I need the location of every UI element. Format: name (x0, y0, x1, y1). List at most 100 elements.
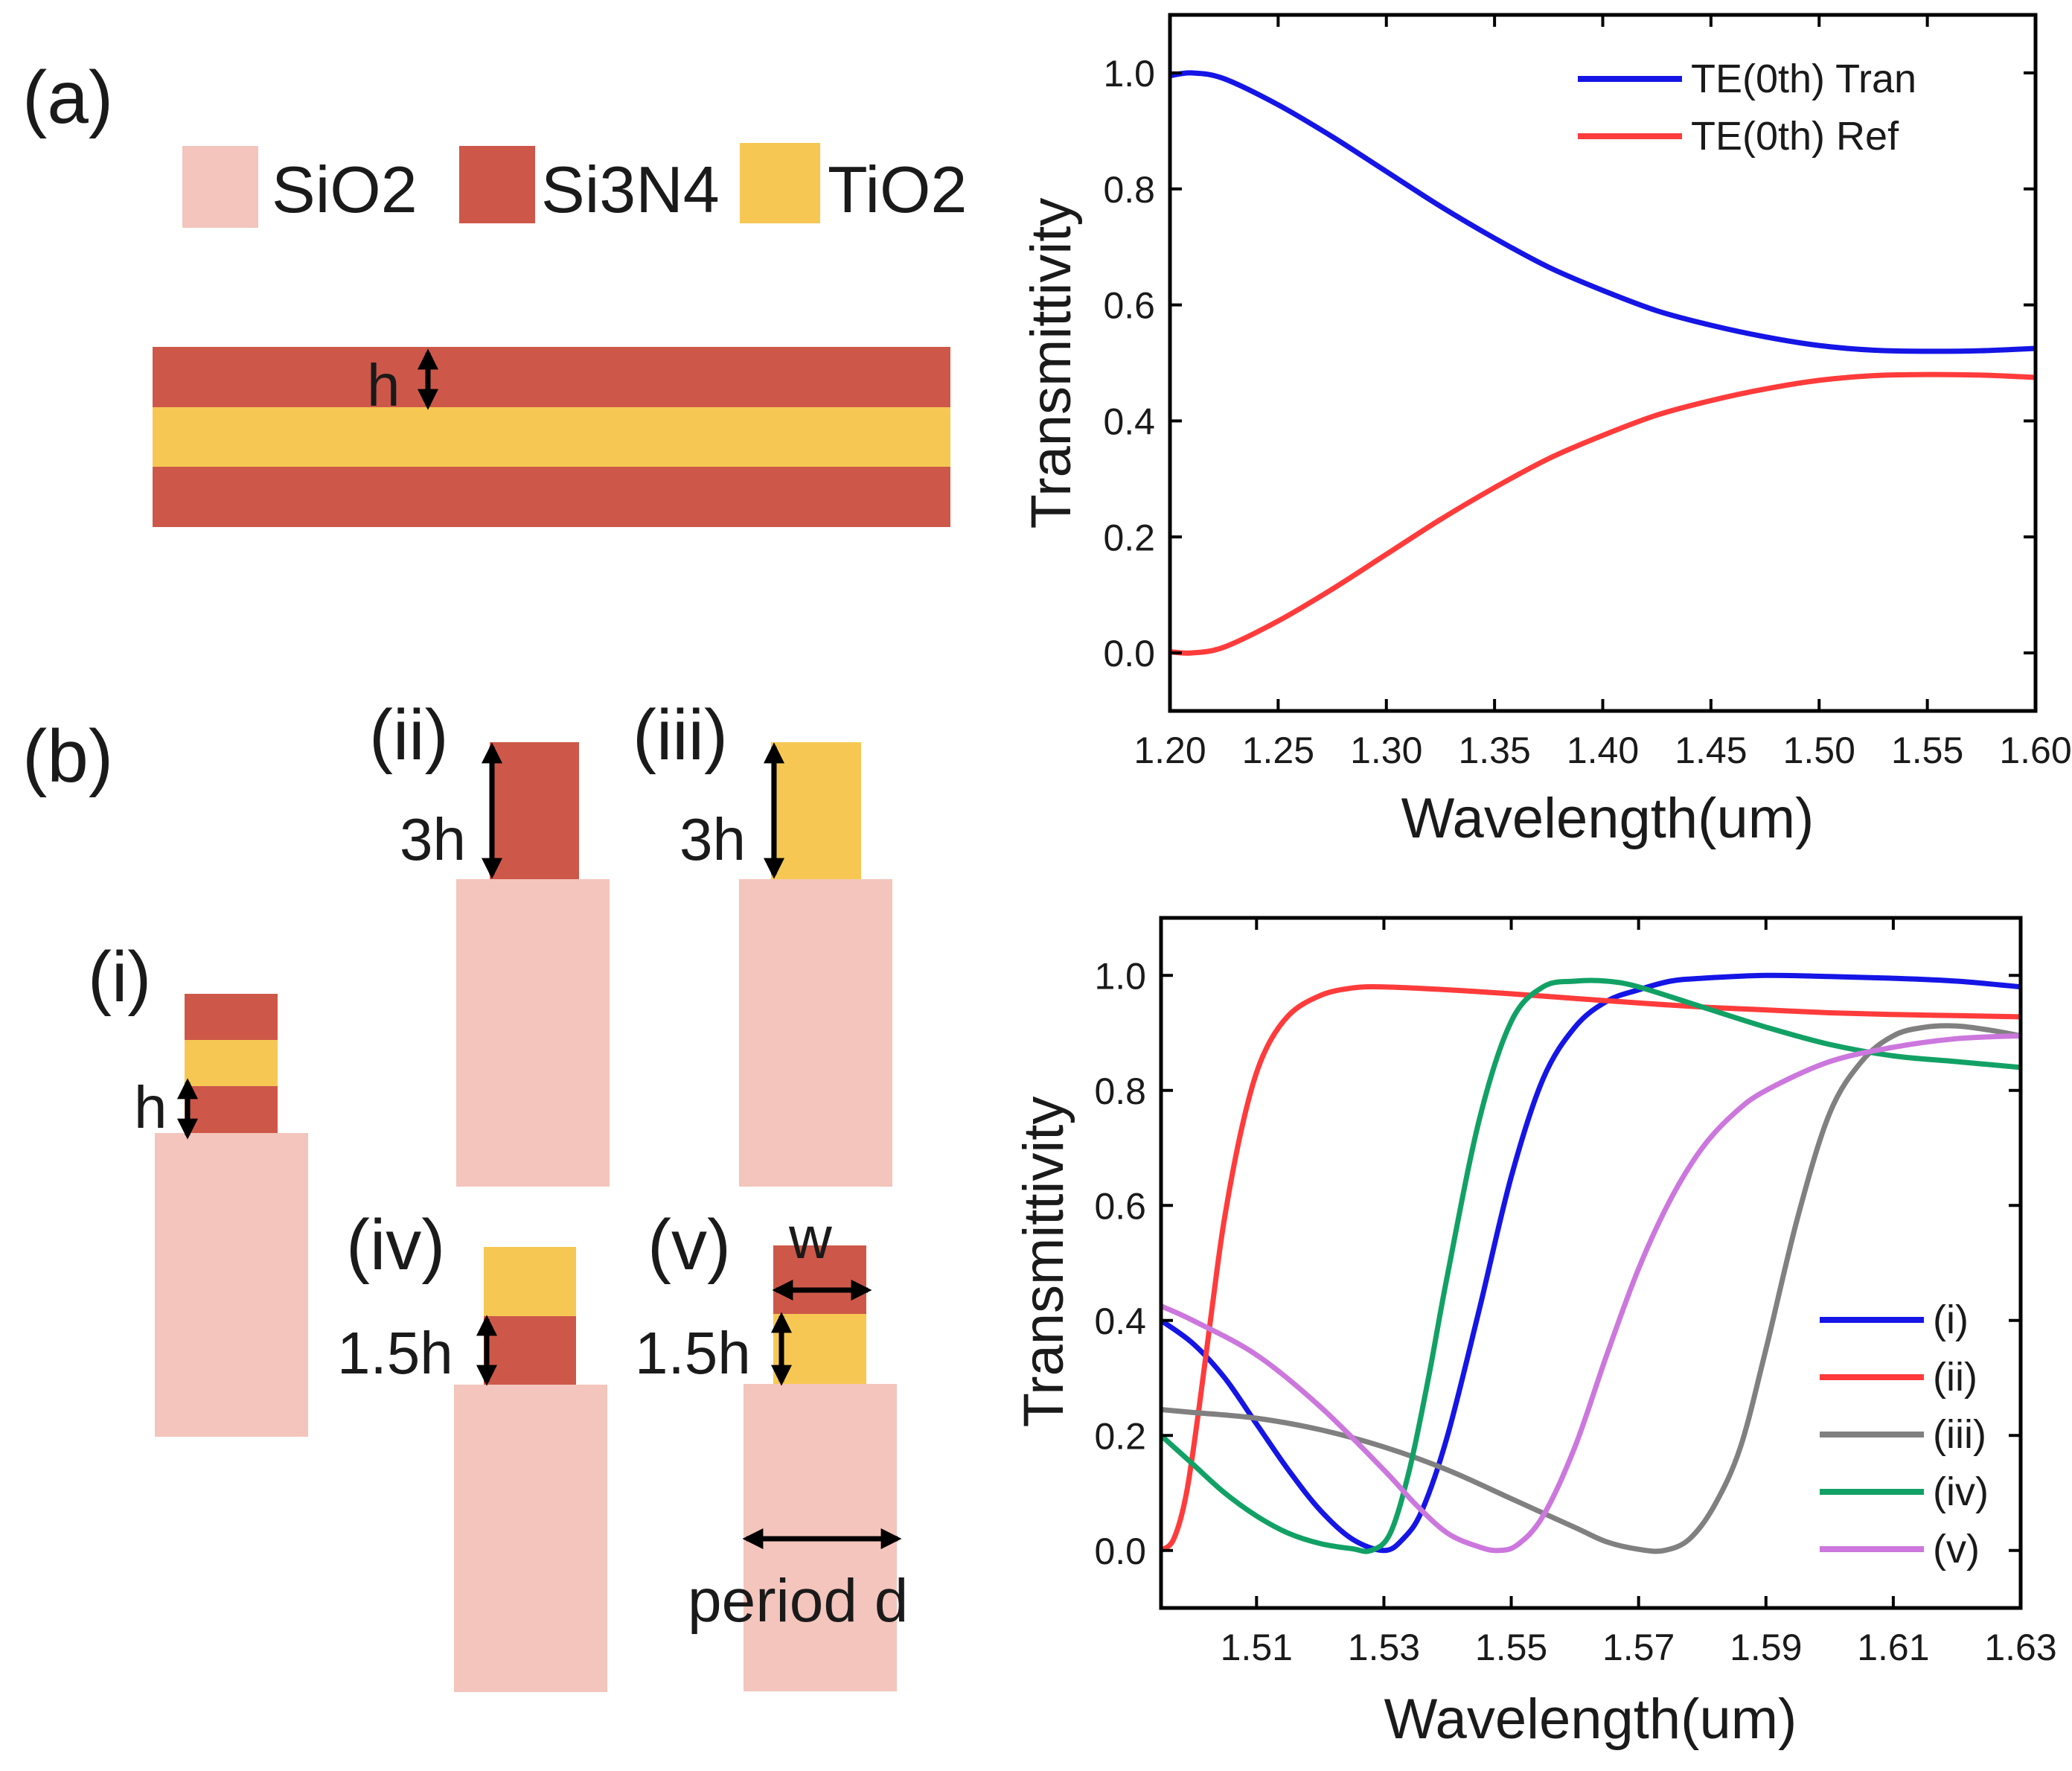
structure-v-w-label: w (788, 1204, 832, 1271)
structure-v-label: (v) (648, 1205, 731, 1285)
c2-xtick-label: 1.51 (1221, 1627, 1293, 1668)
h-label: h (367, 352, 400, 418)
c2-ytick-label: 0.4 (1094, 1301, 1146, 1342)
panel-b: (b) (i) h (ii) 3h (iii) 3h (22, 695, 908, 1692)
structure-v-height-label: 1.5h (635, 1320, 751, 1386)
c2-xtick-label: 1.57 (1602, 1627, 1675, 1668)
structure-ii-label: (ii) (369, 695, 449, 775)
c2-series-line-1 (1161, 983, 2021, 1554)
chart-bottom-series (1161, 972, 2021, 1554)
c1-ytick-label: 1.0 (1103, 53, 1155, 95)
c1-xtick-label: 1.35 (1458, 730, 1530, 771)
chart-bottom-frame (1159, 916, 2023, 1610)
structure-i: (i) h (88, 937, 308, 1437)
structure-iv: (iv) 1.5h (337, 1205, 607, 1692)
chart-top-axes: 1.20 1.25 1.30 1.35 1.40 1.45 1.50 1.55 1.60 0.0 0… (1103, 15, 2072, 771)
c1-series-line-1 (1170, 371, 2036, 656)
c2-legend-label-4: (v) (1933, 1527, 1980, 1571)
c2-series-line-3 (1161, 977, 2021, 1554)
chart-top-xlabel: Wavelength(um) (1401, 787, 1814, 850)
c1-xtick-label: 1.45 (1675, 730, 1747, 771)
c2-legend-label-1: (ii) (1933, 1355, 1977, 1400)
structure-iv-label: (iv) (346, 1205, 445, 1285)
structure-iv-substrate (454, 1385, 607, 1692)
structure-v-period-label: period d (688, 1567, 908, 1635)
c1-xtick-label: 1.50 (1783, 730, 1855, 771)
structure-i-tio2 (185, 1040, 278, 1086)
structure-iii-substrate (739, 879, 892, 1187)
structure-i-si3n4-bottom (185, 1086, 278, 1133)
c1-legend-label-1: TE(0th) Ref (1691, 114, 1899, 159)
c2-series-line-0 (1161, 972, 2021, 1554)
structure-ii-substrate (456, 879, 610, 1187)
c1-ytick-label: 0.2 (1103, 517, 1155, 558)
structure-iv-si3n4 (484, 1316, 576, 1385)
chart-bottom-axes: 1.51 1.53 1.55 1.57 1.59 1.61 1.63 0.0 0.2 0.4 0.6… (1094, 918, 2057, 1668)
structure-v-tio2 (773, 1314, 866, 1384)
c1-xtick-label: 1.40 (1567, 730, 1639, 771)
c2-xtick-label: 1.59 (1730, 1627, 1802, 1668)
chart-top: 1.20 1.25 1.30 1.35 1.40 1.45 1.50 1.55 1.60 0.0 0… (1020, 13, 2072, 850)
c2-xtick-label: 1.61 (1857, 1627, 1929, 1668)
legend-label-si3n4: Si3N4 (541, 153, 720, 226)
c2-xtick-label: 1.63 (1984, 1627, 2056, 1668)
c2-ytick-label: 0.8 (1094, 1070, 1146, 1112)
stack-layer-tio2 (153, 407, 950, 467)
c2-ytick-label: 0.0 (1094, 1531, 1146, 1572)
legend-label-tio2: TiO2 (828, 153, 967, 226)
structure-iv-tio2 (484, 1247, 576, 1316)
c1-ytick-label: 0.4 (1103, 401, 1155, 442)
stack-layer-si3n4-top (153, 347, 950, 407)
panel-a-label: (a) (22, 56, 113, 139)
chart-bottom-xlabel: Wavelength(um) (1384, 1688, 1797, 1751)
c1-xtick-label: 1.20 (1133, 730, 1206, 771)
c2-ytick-label: 0.6 (1094, 1185, 1146, 1227)
c2-legend-label-3: (iv) (1933, 1470, 1989, 1514)
c2-legend-label-0: (i) (1933, 1298, 1969, 1342)
structure-i-h-label: h (134, 1074, 167, 1140)
c1-xtick-label: 1.30 (1350, 730, 1422, 771)
c2-xtick-label: 1.55 (1475, 1627, 1547, 1668)
c1-ytick-label: 0.8 (1103, 169, 1155, 211)
panel-a: (a) SiO2 Si3N4 TiO2 h (22, 56, 967, 527)
c1-xtick-label: 1.55 (1891, 730, 1963, 771)
chart-bottom-ylabel: Transmittivity (1012, 1097, 1075, 1428)
structure-ii: (ii) 3h (369, 695, 610, 1187)
structure-i-substrate (155, 1133, 308, 1437)
chart-bottom: 1.51 1.53 1.55 1.57 1.59 1.61 1.63 0.0 0.2 0.4 0.6… (1012, 916, 2057, 1751)
c2-series-line-4 (1161, 1033, 2021, 1554)
c2-xtick-label: 1.53 (1348, 1627, 1420, 1668)
chart-top-legend: TE(0th) Tran TE(0th) Ref (1578, 57, 1916, 159)
legend-label-sio2: SiO2 (272, 153, 418, 226)
c1-ytick-label: 0.0 (1103, 633, 1155, 674)
c1-xtick-label: 1.25 (1242, 730, 1314, 771)
chart-top-ylabel: Transmittivity (1020, 198, 1083, 529)
chart-bottom-legend: (i) (ii) (iii) (iv) (v) (1820, 1298, 1989, 1571)
structure-v: (v) w 1.5h period d (635, 1204, 908, 1691)
c1-xtick-label: 1.60 (1999, 730, 2071, 771)
c1-legend-label-0: TE(0th) Tran (1691, 57, 1916, 101)
c1-ytick-label: 0.6 (1103, 285, 1155, 327)
c2-ytick-label: 1.0 (1094, 955, 1146, 997)
structure-iii: (iii) 3h (633, 695, 892, 1187)
c2-ytick-label: 0.2 (1094, 1415, 1146, 1457)
material-legend: SiO2 Si3N4 TiO2 (182, 143, 967, 228)
structure-ii-si3n4 (490, 742, 579, 879)
c2-series-line-2 (1161, 1023, 2021, 1554)
c1-series-line-0 (1170, 70, 2036, 354)
stack-layer-si3n4-bottom (153, 467, 950, 527)
panel-b-label: (b) (22, 715, 113, 798)
structure-iv-height-label: 1.5h (337, 1320, 453, 1386)
structure-i-label: (i) (88, 937, 151, 1017)
structure-i-si3n4-top (185, 994, 278, 1040)
c2-legend-label-2: (iii) (1933, 1412, 1986, 1457)
legend-swatch-si3n4 (459, 146, 535, 223)
structure-iii-tio2 (771, 742, 861, 879)
structure-ii-height-label: 3h (400, 806, 466, 872)
multilayer-stack: h (153, 347, 950, 527)
structure-iii-label: (iii) (633, 695, 728, 775)
chart-top-series (1170, 70, 2036, 656)
legend-swatch-sio2 (182, 146, 258, 228)
structure-iii-height-label: 3h (680, 806, 746, 872)
